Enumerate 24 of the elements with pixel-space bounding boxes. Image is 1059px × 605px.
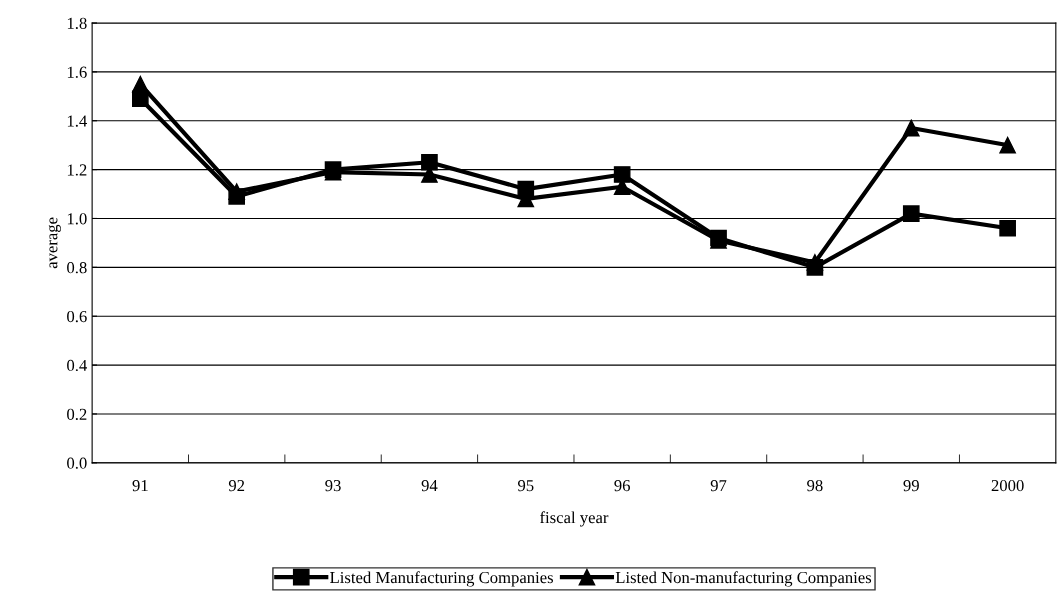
x-tick-label: 98 (807, 479, 823, 492)
x-axis-title: fiscal year (540, 511, 609, 527)
legend-label: Listed Non-manufacturing Companies (615, 571, 872, 587)
y-tick-label: 1.0 (67, 213, 87, 225)
x-tick-label: 96 (614, 480, 630, 492)
y-axis-title: average (48, 217, 61, 269)
y-tick-label: 0.4 (67, 359, 88, 372)
y-tick-label: 0.2 (67, 408, 87, 420)
y-tick-label: 1.2 (67, 164, 87, 176)
x-tick-label: 92 (228, 480, 245, 492)
y-tick-label: 1.8 (67, 17, 87, 30)
x-tick-label: 2000 (991, 479, 1024, 492)
y-tick-label: 1.6 (67, 66, 87, 78)
x-tick-label: 93 (325, 480, 341, 492)
y-tick-label: 1.4 (67, 115, 88, 127)
y-tick-label: 0.6 (67, 310, 87, 323)
x-tick-label: 91 (132, 480, 148, 492)
legend-label: Listed Manufacturing Companies (330, 571, 554, 587)
x-tick-label: 94 (421, 480, 438, 492)
x-tick-label: 99 (903, 480, 919, 492)
y-tick-label: 0.8 (67, 262, 87, 274)
y-tick-label: 0.0 (67, 457, 87, 469)
x-tick-label: 95 (518, 480, 534, 492)
x-tick-label: 97 (710, 480, 727, 492)
